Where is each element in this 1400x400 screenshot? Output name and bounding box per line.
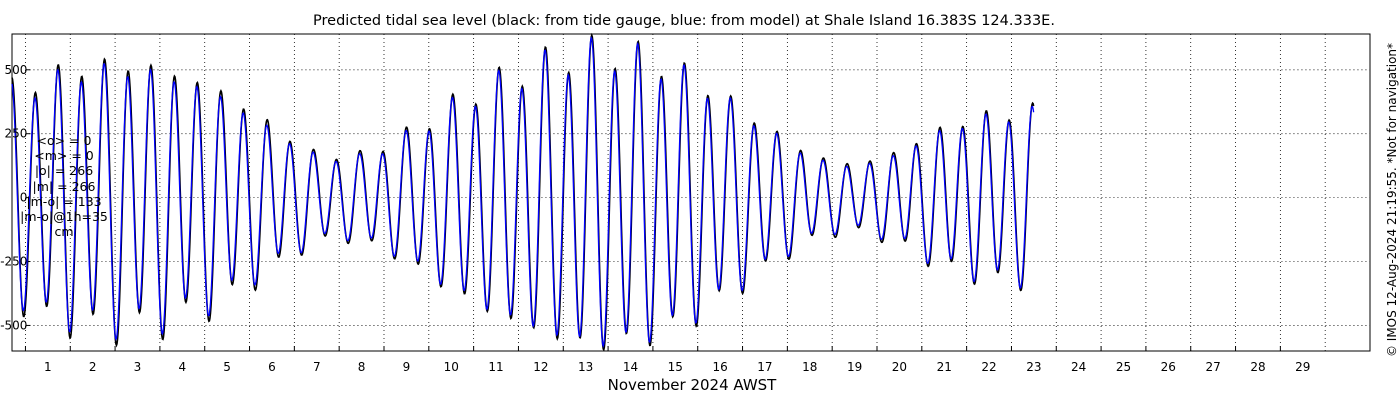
x-tick-label: 7: [313, 360, 321, 374]
copyright-note: © IMOS 12-Aug-2024 21:19:55. *Not for na…: [1385, 42, 1399, 358]
x-tick-label: 19: [847, 360, 862, 374]
stat-abs-observed: |o| = 266: [34, 163, 94, 179]
x-tick-label: 21: [937, 360, 952, 374]
stat-mean-observed: <o> = 0: [36, 133, 92, 148]
x-tick-label: 14: [623, 360, 638, 374]
x-tick-label: 17: [757, 360, 772, 374]
y-tick-label: 0: [20, 191, 28, 205]
axis-ticks: [24, 69, 1281, 351]
x-tick-label: 25: [1116, 360, 1131, 374]
x-tick-label: 13: [578, 360, 593, 374]
x-tick-label: 28: [1250, 360, 1265, 374]
x-tick-label: 20: [892, 360, 907, 374]
x-tick-label: 18: [802, 360, 817, 374]
x-tick-label: 4: [178, 360, 186, 374]
x-tick-label: 16: [712, 360, 727, 374]
x-tick-label: 6: [268, 360, 276, 374]
stat-mean-model: <m> = 0: [34, 148, 94, 164]
chart-title: Predicted tidal sea level (black: from t…: [313, 13, 1055, 29]
x-tick-label: 9: [403, 360, 411, 374]
x-tick-label: 10: [444, 360, 459, 374]
y-tick-label: -500: [0, 318, 27, 332]
stat-abs-diff: |m-o| = 133: [26, 193, 102, 209]
x-tick-label: 2: [89, 360, 97, 374]
x-tick-label: 5: [223, 360, 231, 374]
y-tick-label: -250: [0, 255, 27, 269]
x-tick-label: 22: [981, 360, 996, 374]
y-tick-label: 500: [5, 63, 28, 77]
stat-unit: cm: [54, 224, 74, 240]
x-tick-label: 11: [488, 360, 503, 374]
stat-abs-diff-1h: |m-o|@1h=35: [20, 209, 108, 225]
statistics-panel: <o> = 0 <m> = 0 |o| = 266 |m| = 266 |m-o…: [4, 133, 124, 239]
x-axis-label: November 2024 AWST: [608, 376, 778, 394]
grid-lines: [25, 34, 1370, 351]
stat-abs-model: |m| = 266: [32, 178, 96, 194]
x-tick-label: 26: [1161, 360, 1176, 374]
x-tick-label: 27: [1205, 360, 1220, 374]
y-tick-label: 250: [5, 127, 28, 141]
x-tick-label: 29: [1295, 360, 1310, 374]
x-tick-label: 3: [134, 360, 142, 374]
x-tick-label: 24: [1071, 360, 1086, 374]
series-model-line: [11, 36, 1035, 348]
x-tick-label: 12: [533, 360, 548, 374]
x-tick-label: 1: [44, 360, 52, 374]
series-lines: [11, 32, 1035, 352]
x-tick-label: 23: [1026, 360, 1041, 374]
x-tick-label: 8: [358, 360, 366, 374]
x-tick-label: 15: [668, 360, 683, 374]
